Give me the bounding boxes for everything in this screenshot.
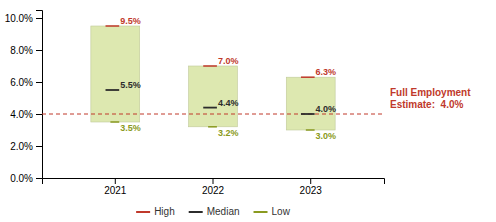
x-tick: 2022 xyxy=(202,178,225,196)
legend-item: Median xyxy=(189,206,240,217)
data-label: 7.0% xyxy=(218,56,239,66)
y-tick: 0.0% xyxy=(10,173,42,184)
legend-swatch xyxy=(136,211,150,213)
y-tick-mark xyxy=(36,18,42,19)
x-tick-mark xyxy=(115,178,116,184)
y-tick-mark xyxy=(36,146,42,147)
y-tick-label: 0.0% xyxy=(10,173,33,184)
y-tick-mark xyxy=(36,50,42,51)
y-tick-mark xyxy=(36,82,42,83)
y-axis-line xyxy=(36,11,43,179)
y-axis: 0.0% 2.0% 4.0% 6.0% 8.0% 10.0% xyxy=(5,11,43,184)
legend-item: Low xyxy=(254,206,291,217)
legend-label: High xyxy=(154,206,175,217)
value-dash xyxy=(203,65,217,67)
value-dash xyxy=(306,129,315,131)
value-dash xyxy=(301,76,315,78)
y-tick: 2.0% xyxy=(10,141,42,152)
range-bar xyxy=(91,26,140,122)
legend-item: High xyxy=(136,206,175,217)
data-label: 3.5% xyxy=(120,123,141,133)
y-tick: 4.0% xyxy=(10,109,42,120)
marks xyxy=(42,26,384,130)
data-label: 6.3% xyxy=(316,67,337,77)
annotation: Full EmploymentEstimate: 4.0% xyxy=(390,87,471,110)
x-tick-label: 2021 xyxy=(104,185,127,196)
y-tick-label: 8.0% xyxy=(10,45,33,56)
value-dash xyxy=(106,25,120,27)
x-axis: 2021 2022 2023 xyxy=(43,178,385,196)
x-tick: 2021 xyxy=(104,178,127,196)
range-bar xyxy=(286,77,335,130)
y-tick-mark xyxy=(36,114,42,115)
chart: 0.0% 2.0% 4.0% 6.0% 8.0% 10.0% 2021 2022 2023 9.5… xyxy=(0,0,496,222)
x-tick-mark xyxy=(310,178,311,184)
data-label: 4.4% xyxy=(218,98,239,108)
y-tick-label: 10.0% xyxy=(5,13,33,24)
data-label: 3.0% xyxy=(316,131,337,141)
y-tick: 6.0% xyxy=(10,77,42,88)
value-dash xyxy=(106,89,120,91)
value-dash xyxy=(208,126,217,128)
x-tick: 2023 xyxy=(300,178,323,196)
data-label: 9.5% xyxy=(120,16,141,26)
legend-swatch xyxy=(254,211,268,213)
y-tick-label: 2.0% xyxy=(10,141,33,152)
x-axis-line xyxy=(43,179,385,185)
y-tick-mark xyxy=(36,178,42,179)
legend-label: Low xyxy=(272,206,291,217)
legend: High Median Low xyxy=(136,206,291,217)
data-label: 3.2% xyxy=(218,128,239,138)
value-dash xyxy=(301,113,315,115)
x-tick-label: 2022 xyxy=(202,185,225,196)
value-dash xyxy=(203,107,217,109)
range-bar xyxy=(189,66,238,127)
legend-swatch xyxy=(189,211,203,213)
data-labels: 9.5% 7.0% 6.3% 5.5% 4.4% 4.0% 3.5% 3.2% 3.0% xyxy=(120,16,336,141)
value-dash xyxy=(110,121,119,123)
y-tick: 8.0% xyxy=(10,45,42,56)
x-tick-mark xyxy=(213,178,214,184)
x-tick-label: 2023 xyxy=(300,185,323,196)
y-tick-label: 6.0% xyxy=(10,77,33,88)
y-tick-label: 4.0% xyxy=(10,109,33,120)
y-tick: 10.0% xyxy=(5,13,42,24)
plot: 0.0% 2.0% 4.0% 6.0% 8.0% 10.0% 2021 2022 2023 9.5… xyxy=(5,11,472,197)
legend-label: Median xyxy=(207,206,240,217)
data-label: 4.0% xyxy=(316,104,337,114)
data-label: 5.5% xyxy=(120,80,141,90)
